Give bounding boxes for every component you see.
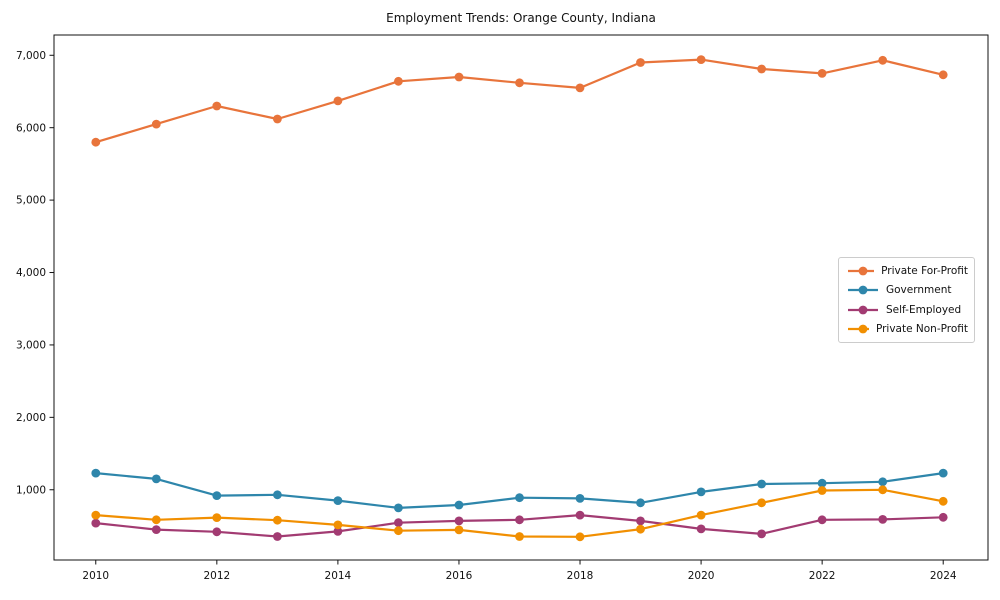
data-point [333,496,343,505]
x-tick-label: 2010 [82,570,109,582]
legend-item-private-for-profit: Private For-Profit [847,262,968,280]
data-point [817,515,827,525]
data-point [696,55,706,64]
data-point [696,487,706,497]
legend-label: Self-Employed [886,303,962,316]
data-point [91,137,101,147]
y-tick-label: 6,000 [16,122,46,134]
y-tick-label: 7,000 [16,50,46,62]
y-tick-label: 4,000 [16,267,46,279]
data-point [454,72,464,82]
y-tick-label: 5,000 [16,195,46,207]
y-tick-label: 3,000 [16,340,46,352]
data-point [878,55,888,65]
legend-item-private-non-profit: Private Non-Profit [847,320,968,338]
data-point [515,78,524,88]
data-point [394,503,403,513]
data-point [878,515,888,524]
data-point [212,513,222,522]
data-point [454,516,464,526]
data-point [394,526,403,536]
data-point [151,474,161,484]
data-point [636,516,645,526]
series-line-0 [94,58,945,144]
data-point [91,510,101,520]
legend-line-marker-icon [848,324,869,334]
legend-item-government: Government [847,281,968,299]
series-line-1 [94,472,945,509]
data-point [394,76,403,86]
data-point [91,518,101,528]
data-point [696,510,706,520]
data-point [333,96,343,106]
x-tick-label: 2024 [930,570,957,582]
data-point [273,515,282,525]
y-tick-label: 1,000 [16,484,46,496]
data-point [757,64,766,74]
x-tick-label: 2020 [688,570,715,582]
x-tick-label: 2022 [809,570,836,582]
legend-line-marker-icon [848,266,875,276]
data-point [817,478,827,488]
data-point [636,58,645,67]
data-point [878,485,888,495]
data-point [575,83,585,93]
data-point [212,101,222,111]
axes-frame [53,34,989,561]
x-tick-label: 2016 [446,570,473,582]
data-point [273,114,282,124]
data-point [696,524,706,534]
data-point [636,524,645,534]
data-point [394,518,403,528]
data-point [151,525,161,534]
data-point [817,486,827,495]
data-point [575,510,585,520]
data-point [454,500,464,510]
data-point [515,515,524,525]
legend-line-marker-icon [848,305,878,315]
y-tick-label: 2,000 [16,412,46,424]
chart-title: Employment Trends: Orange County, Indian… [386,11,656,25]
data-point [151,119,161,129]
data-point [515,493,524,503]
data-point [212,527,222,537]
data-point [273,490,282,500]
data-point [938,496,948,506]
legend-label: Government [886,284,952,297]
data-point [636,498,645,508]
data-point [273,532,282,541]
x-tick-label: 2018 [567,570,594,582]
data-point [757,479,766,489]
data-point [878,477,888,487]
data-point [817,69,827,78]
data-point [454,525,464,535]
data-point [91,468,101,478]
x-tick-label: 2014 [325,570,352,582]
legend-label: Private For-Profit [881,264,968,277]
data-point [938,70,948,80]
data-point [938,468,948,478]
legend-line-marker-icon [848,285,878,295]
data-point [333,520,343,530]
legend-label: Private Non-Profit [875,323,968,336]
data-point [575,494,585,503]
data-point [515,532,524,541]
data-point [333,527,343,536]
data-point [212,491,222,500]
data-point [757,529,766,539]
data-point [757,498,766,508]
chart-legend: Private For-Profit Government Self-Emplo… [838,257,975,343]
legend-item-self-employed: Self-Employed [847,301,968,319]
data-point [575,532,585,542]
data-point [151,515,161,525]
data-point [938,512,948,522]
x-tick-label: 2012 [203,570,230,582]
